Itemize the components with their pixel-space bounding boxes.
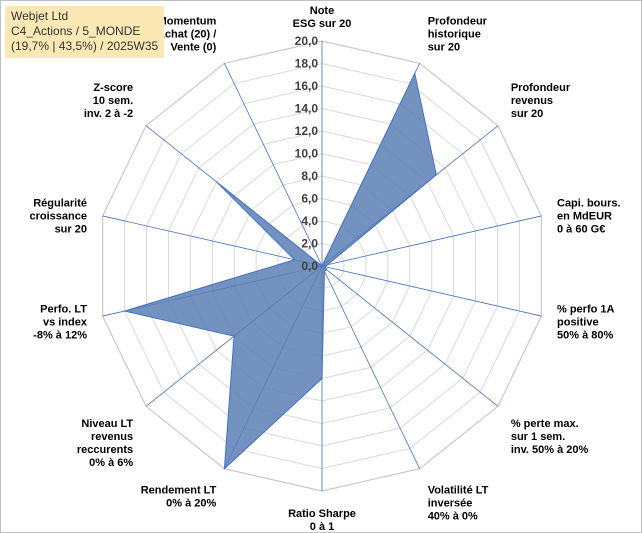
axis-label: Perfo. LT vs index -8% à 12% <box>33 304 88 342</box>
axis-label: Z-score 10 sem. inv. 2 à -2 <box>84 82 133 120</box>
tick-label: 2,0 <box>301 237 318 251</box>
axis-label: Note ESG sur 20 <box>293 5 352 30</box>
axis-label: % perte max. sur 1 sem. inv. 50% à 20% <box>511 418 589 456</box>
chart-title-line-3: (19,7% | 43,5%) / 2025W35 <box>11 39 159 53</box>
tick-label: 20,0 <box>295 34 319 48</box>
axis-label: Capi. bours. en MdEUR 0 à 60 G€ <box>557 197 621 235</box>
axis-spoke <box>321 265 420 469</box>
axis-label: Momentum Achat (20) / Vente (0) <box>157 16 217 54</box>
axis-label: Ratio Sharpe 0 à 1 <box>288 508 356 532</box>
tick-label: 0,0 <box>301 259 318 273</box>
chart-title-line-1: Webjet Ltd <box>11 9 69 23</box>
axis-label: Niveau LT revenus reccurents 0% à 6% <box>77 418 134 469</box>
tick-label: 18,0 <box>295 57 319 71</box>
radar-series <box>122 71 437 470</box>
axis-label: Profondeur revenus sur 20 <box>511 82 571 120</box>
axis-spoke <box>321 265 542 317</box>
axis-label: Volatilité LT inversée 40% à 0% <box>428 484 489 522</box>
axis-label: Régularité croissance sur 20 <box>30 197 87 235</box>
axis-label: Rendement LT 0% à 20% <box>141 484 217 509</box>
axis-spoke <box>102 215 323 267</box>
radar-axis-labels: Note ESG sur 20 Profondeur historique sur 20… <box>30 5 621 532</box>
series-area <box>122 71 437 470</box>
axis-spoke <box>321 265 499 407</box>
tick-label: 14,0 <box>295 102 319 116</box>
axis-spoke <box>321 215 542 267</box>
tick-label: 10,0 <box>295 147 319 161</box>
chart-title-box: Webjet Ltd C4_Actions / 5_MONDE (19,7% |… <box>5 6 165 58</box>
chart-title-line-2: C4_Actions / 5_MONDE <box>11 24 141 38</box>
radar-tick-labels: 0,0 2,0 4,0 6,0 8,0 10,0 12,0 14,0 16,0 18,0 20,0 <box>295 34 319 273</box>
axis-label: Profondeur historique sur 20 <box>428 16 488 54</box>
tick-label: 6,0 <box>301 192 318 206</box>
axis-spoke <box>224 63 323 267</box>
axis-label: % perfo 1A positive 50% à 80% <box>557 304 615 342</box>
tick-label: 12,0 <box>295 124 319 138</box>
tick-label: 8,0 <box>301 169 318 183</box>
tick-label: 16,0 <box>295 79 319 93</box>
tick-label: 4,0 <box>301 214 318 228</box>
